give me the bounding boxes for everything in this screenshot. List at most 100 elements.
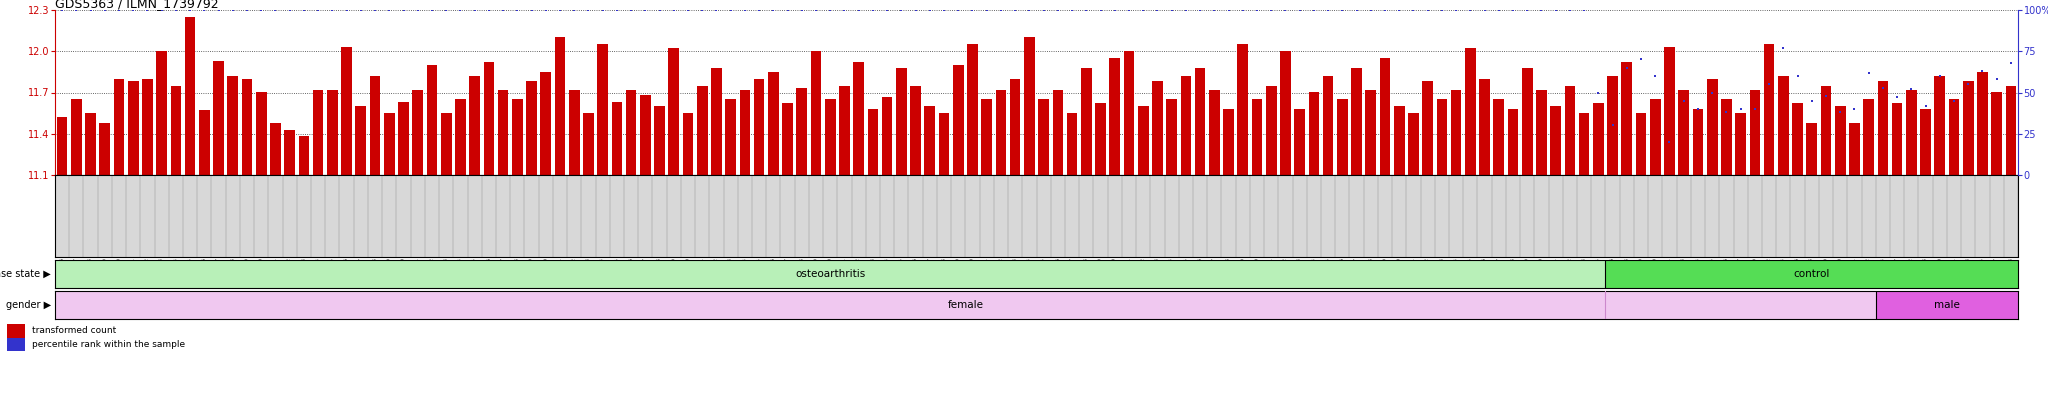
Bar — [1153, 81, 1163, 175]
Bar — [1778, 76, 1788, 175]
Point — [1311, 7, 1343, 13]
Bar — [1835, 106, 1845, 175]
Point — [1739, 106, 1772, 112]
Bar — [397, 102, 410, 175]
Point — [459, 7, 492, 13]
Bar — [156, 51, 168, 175]
Point — [1696, 89, 1729, 95]
Point — [203, 7, 236, 13]
Bar — [371, 76, 381, 175]
Point — [942, 7, 975, 13]
Point — [1866, 84, 1898, 91]
Bar — [1565, 86, 1575, 175]
Point — [786, 7, 819, 13]
Bar — [1395, 106, 1405, 175]
Point — [444, 7, 477, 13]
Point — [401, 7, 434, 13]
Point — [1354, 7, 1386, 13]
Text: control: control — [1794, 269, 1831, 279]
Bar — [612, 102, 623, 175]
Bar — [86, 113, 96, 175]
Bar — [1948, 99, 1960, 175]
Bar — [1208, 90, 1221, 175]
Point — [743, 7, 776, 13]
Bar — [739, 90, 750, 175]
Point — [430, 7, 463, 13]
Point — [1497, 7, 1530, 13]
Point — [301, 7, 334, 13]
Point — [1923, 73, 1956, 79]
Bar — [1876, 291, 2017, 319]
Bar — [1237, 44, 1247, 175]
Point — [913, 7, 946, 13]
Point — [1454, 7, 1487, 13]
Point — [231, 7, 264, 13]
Point — [1042, 7, 1075, 13]
Bar — [1180, 76, 1192, 175]
Point — [729, 7, 762, 13]
Bar — [1139, 106, 1149, 175]
Point — [1966, 68, 1999, 74]
Point — [600, 7, 633, 13]
Bar — [426, 65, 438, 175]
Point — [1141, 7, 1174, 13]
Point — [1980, 76, 2013, 83]
Text: gender ▶: gender ▶ — [6, 300, 51, 310]
Point — [1083, 7, 1116, 13]
Point — [1894, 86, 1927, 92]
Point — [856, 7, 889, 13]
Point — [571, 7, 604, 13]
Bar — [584, 113, 594, 175]
Bar — [797, 88, 807, 175]
Bar — [342, 47, 352, 175]
Point — [928, 7, 961, 13]
Bar — [1679, 90, 1690, 175]
Bar — [1550, 106, 1561, 175]
Point — [827, 7, 860, 13]
Point — [1212, 7, 1245, 13]
Bar — [754, 79, 764, 175]
Bar — [1735, 113, 1747, 175]
Bar — [328, 90, 338, 175]
Bar — [569, 90, 580, 175]
Bar — [1464, 48, 1477, 175]
Bar — [995, 90, 1006, 175]
Bar — [1792, 103, 1802, 175]
Bar — [1479, 79, 1489, 175]
Bar — [1251, 99, 1262, 175]
Bar — [285, 130, 295, 175]
Point — [502, 7, 535, 13]
Bar — [811, 51, 821, 175]
Bar — [412, 90, 424, 175]
Bar — [1280, 51, 1290, 175]
Bar — [469, 76, 479, 175]
Point — [1397, 7, 1430, 13]
Bar — [854, 62, 864, 175]
Bar — [1309, 92, 1319, 175]
Bar — [1606, 260, 2017, 288]
Bar — [1763, 44, 1774, 175]
Bar — [57, 117, 68, 175]
Point — [260, 7, 293, 13]
Point — [1995, 60, 2028, 66]
Bar — [6, 338, 25, 351]
Point — [1425, 7, 1458, 13]
Point — [1255, 7, 1288, 13]
Point — [1753, 81, 1786, 87]
Bar — [725, 99, 735, 175]
Point — [1724, 106, 1757, 112]
Bar — [682, 113, 694, 175]
Bar — [256, 92, 266, 175]
Point — [217, 7, 250, 13]
Point — [1581, 89, 1614, 95]
Bar — [440, 113, 451, 175]
Bar — [555, 37, 565, 175]
Bar — [55, 260, 1606, 288]
Bar — [1622, 62, 1632, 175]
Point — [1825, 109, 1858, 116]
Point — [330, 7, 362, 13]
Point — [1767, 45, 1800, 51]
Point — [145, 7, 178, 13]
Point — [543, 7, 575, 13]
Bar — [498, 90, 508, 175]
